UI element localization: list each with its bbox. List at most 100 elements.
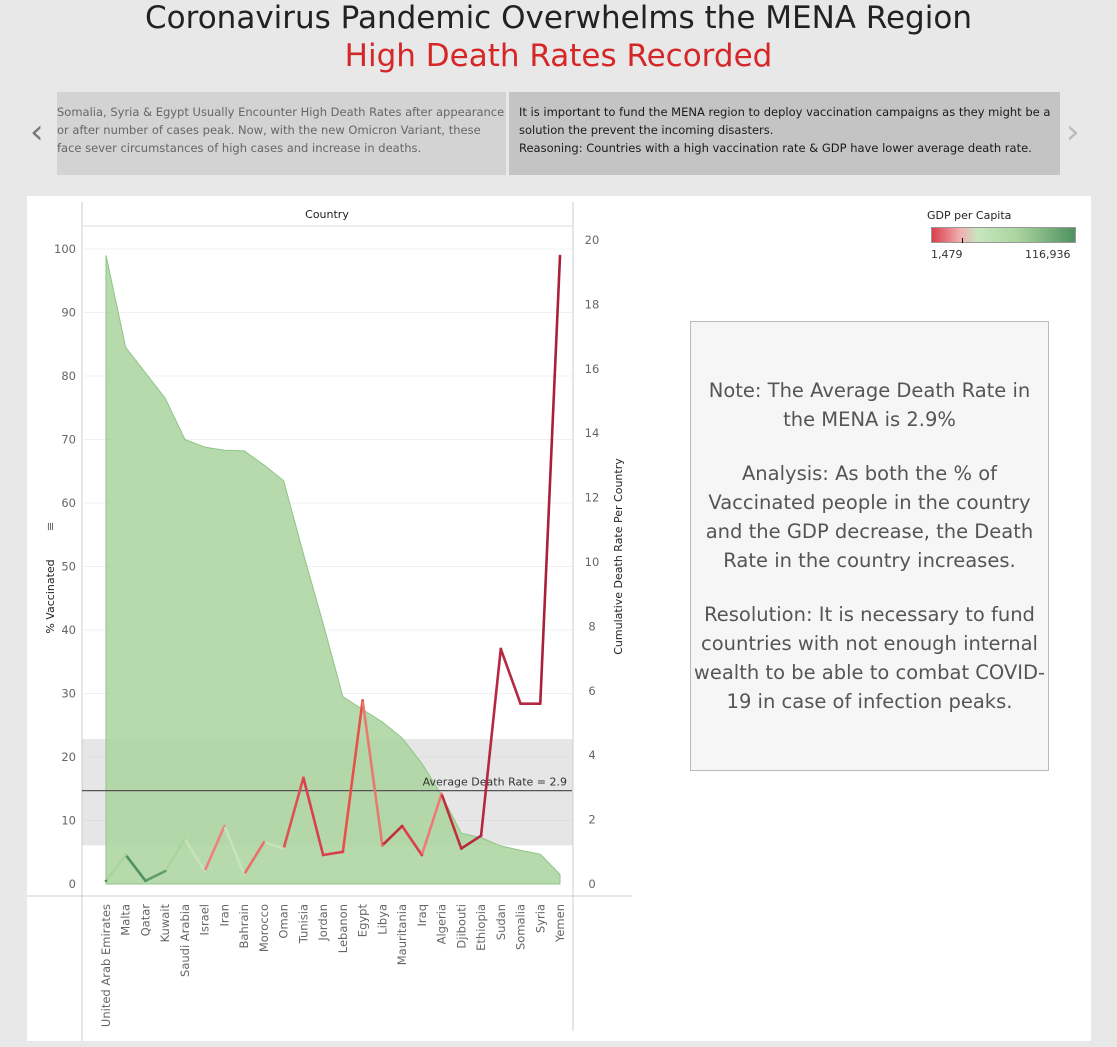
death-rate-point [519,702,522,705]
x-category-label: Ethiopia [474,904,488,951]
y-right-tick-label: 18 [585,297,600,311]
chevron-left-icon[interactable]: ‹ [30,112,44,152]
death-rate-segment [499,647,522,705]
death-rate-segment [104,853,128,883]
death-rate-segment [302,776,325,857]
y-right-tick-label: 0 [588,877,595,891]
y-left-axis-title: % Vaccinated [44,559,57,633]
story-point-current[interactable]: It is important to fund the MENA region … [509,92,1060,175]
x-category-label: Malta [119,904,133,936]
death-rate-point [203,869,206,873]
y-right-tick-label: 10 [585,555,600,569]
death-rate-point [499,647,503,651]
death-rate-segment [262,840,285,850]
note-paragraph: Note: The Average Death Rate in the MENA… [708,379,1031,431]
legend-title: GDP per Capita [927,209,1012,222]
y-left-tick-label: 30 [61,687,76,701]
y-left-tick-label: 80 [61,369,76,383]
y-left-tick-label: 40 [61,623,76,637]
x-category-label: Somalia [514,904,528,950]
y-right-tick-label: 8 [588,619,595,633]
death-rate-segment [381,824,404,847]
y-right-axis-title: Cumulative Death Rate Per Country [612,458,625,655]
dashboard-title: Coronavirus Pandemic Overwhelms the MENA… [145,0,972,36]
average-death-rate-label: Average Death Rate = 2.9 [423,776,567,789]
legend-min-label: 1,479 [931,248,963,261]
x-category-label: Yemen [553,904,567,943]
story-text-line: face sever circumstances of high cases a… [57,141,422,155]
y-left-tick-label: 0 [69,877,76,891]
story-point-previous[interactable]: Somalia, Syria & Egypt Usually Encounter… [57,92,506,175]
death-rate-point [479,834,483,837]
x-category-label: Jordan [316,904,330,942]
story-text-line: Somalia, Syria & Egypt Usually Encounter… [57,105,505,119]
death-rate-point [440,792,443,796]
y-right-tick-label: 16 [585,362,600,376]
dashboard-panel: 0 10 20 30 40 50 60 70 80 90 100 0 2 4 6 8 10 12 14 16 18 20 A… [27,196,1091,1041]
death-rate-segment [223,824,246,876]
y-left-tick-label: 60 [61,496,76,510]
death-rate-point [223,824,226,828]
x-category-label: Oman [277,904,291,939]
x-category-label: Lebanon [336,904,350,953]
y-right-tick-label: 20 [585,233,600,247]
legend-max-label: 116,936 [1025,248,1071,261]
x-category-label: Algeria [435,904,449,944]
x-category-label: Bahrain [237,904,251,948]
x-category-label: Morocco [257,904,271,952]
death-rate-point [104,879,108,883]
death-rate-point [321,853,325,857]
death-rate-segment [183,837,206,873]
story-text-line: or after number of cases peak. Now, with… [57,123,481,137]
x-category-label: Djibouti [454,904,468,949]
chevron-right-icon[interactable]: › [1066,112,1080,152]
x-category-label: Egypt [356,904,370,938]
death-rate-point [558,254,562,258]
sort-icon[interactable]: ≡ [43,522,57,532]
x-category-label: Libya [375,904,389,935]
y-right-tick-label: 12 [585,491,600,505]
x-category-label: Iran [217,904,231,926]
y-right-tick-label: 2 [588,813,595,827]
death-rate-segment [242,840,266,876]
legend-marker [962,238,963,243]
gdp-legend[interactable]: GDP per Capita 1,479 116,936 [927,209,1077,261]
death-rate-segment [400,824,424,857]
death-rate-segment [203,824,226,873]
vaccinated-area [105,255,561,885]
death-rate-segment [144,869,167,883]
y-left-tick-label: 90 [61,306,76,320]
vaccination-death-rate-chart[interactable]: 0 10 20 30 40 50 60 70 80 90 100 0 2 4 6 8 10 12 14 16 18 20 A… [27,196,647,1041]
x-category-label: Saudi Arabia [178,904,192,977]
death-rate-point [183,837,187,841]
y-right-tick-label: 6 [588,684,595,698]
x-category-label: Qatar [138,904,152,937]
death-rate-point [242,873,246,876]
story-text-line: solution the prevent the incoming disast… [519,123,774,137]
death-rate-point [144,879,147,883]
y-left-tick-label: 50 [61,560,76,574]
x-category-label: Syria [533,904,547,933]
death-rate-point [381,844,384,847]
analysis-paragraph: Analysis: As both the % of Vaccinated pe… [705,462,1034,572]
death-rate-segment [282,776,305,850]
death-rate-point [282,847,285,850]
story-text-line: Reasoning: Countries with a high vaccina… [519,141,1032,155]
y-left-tick-label: 70 [61,433,76,447]
death-rate-segment [321,850,345,857]
legend-color-ramp [931,227,1076,243]
death-rate-point [420,853,424,857]
death-rate-point [538,702,542,705]
x-category-label: Tunisia [296,904,310,944]
x-category-label: Iraq [415,904,429,926]
x-axis-title: Country [305,208,349,221]
story-text-line: It is important to fund the MENA region … [519,105,1051,119]
death-rate-point [262,840,266,844]
note-box: Note: The Average Death Rate in the MENA… [690,321,1049,771]
death-rate-point [400,824,404,828]
death-rate-segment [460,834,483,850]
y-right-tick-label: 14 [585,426,600,440]
death-rate-segment [163,837,187,873]
death-rate-point [361,699,364,702]
death-rate-point [124,853,128,857]
